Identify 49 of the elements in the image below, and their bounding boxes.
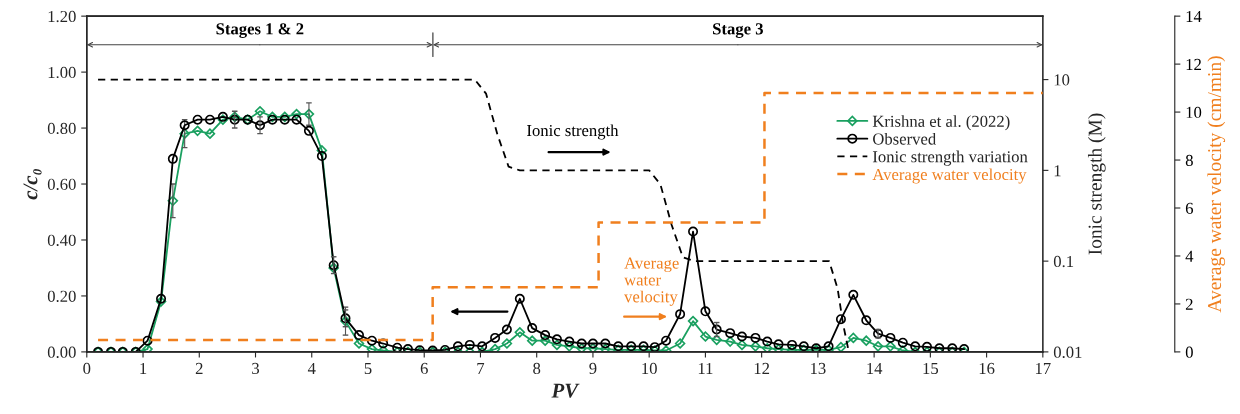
y-tick-label: 1.20 — [48, 10, 76, 23]
x-tick-label: 4 — [307, 362, 316, 374]
x-tick-label: 12 — [754, 362, 770, 374]
y3-tick-label: 8 — [1185, 154, 1193, 166]
x-tick-label: 0 — [83, 362, 91, 375]
x-tick-label: 14 — [867, 362, 883, 374]
y-tick-label: 1.00 — [48, 66, 76, 79]
y2-tick-label: 1 — [1054, 165, 1061, 177]
legend-label: Ionic strength variation — [872, 150, 1028, 166]
annotation: Stage 3 — [713, 23, 763, 38]
y-tick-label: 0.00 — [47, 346, 76, 358]
annotation: Average water velocity — [624, 257, 679, 306]
legend-label: Observed — [873, 132, 936, 145]
y3-tick-label: 4 — [1185, 250, 1194, 262]
x-tick-label: 2 — [195, 362, 203, 374]
x-tick-label: 10 — [642, 362, 657, 375]
annotation: Stages 1 & 2 — [216, 23, 304, 38]
x-tick-label: 17 — [1035, 362, 1051, 374]
x-axis-title: PV — [551, 383, 580, 398]
y3-tick-label: 10 — [1186, 106, 1202, 119]
y2-tick-label: 0.01 — [1053, 346, 1082, 358]
x-tick-label: 7 — [477, 362, 485, 374]
y3-axis-title: Average water velocity (cm/min) — [1207, 56, 1226, 313]
x-tick-label: 3 — [252, 362, 260, 375]
y3-tick-label: 6 — [1185, 202, 1194, 214]
legend-label: Average water velocity — [872, 168, 1027, 184]
y3-tick-label: 14 — [1186, 10, 1202, 22]
y3-tick-label: 0 — [1185, 346, 1193, 358]
y-axis-title: c/c₀ — [23, 169, 42, 200]
x-tick-label: 15 — [923, 362, 939, 375]
x-tick-label: 9 — [589, 362, 597, 375]
y2-axis-title: Ionic strength (M) — [1087, 113, 1106, 255]
y2-tick-label: 10 — [1054, 74, 1070, 86]
x-tick-label: 8 — [533, 362, 541, 375]
y-tick-label: 0.40 — [47, 234, 76, 246]
y-tick-label: 0.20 — [47, 290, 76, 302]
x-tick-label: 13 — [811, 362, 826, 375]
x-tick-label: 11 — [698, 362, 713, 374]
y3-tick-label: 12 — [1186, 58, 1201, 70]
x-tick-label: 16 — [979, 362, 995, 375]
x-tick-label: 5 — [364, 362, 372, 375]
x-tick-label: 1 — [140, 362, 147, 374]
y3-tick-label: 2 — [1185, 298, 1193, 310]
y-tick-label: 0.80 — [47, 122, 76, 135]
legend-label: Krishna et al. (2022) — [872, 115, 1010, 131]
y2-tick-label: 0.1 — [1053, 255, 1074, 268]
x-tick-label: 6 — [420, 362, 428, 375]
y-tick-label: 0.60 — [47, 178, 76, 191]
annotation: Ionic strength — [527, 124, 619, 140]
